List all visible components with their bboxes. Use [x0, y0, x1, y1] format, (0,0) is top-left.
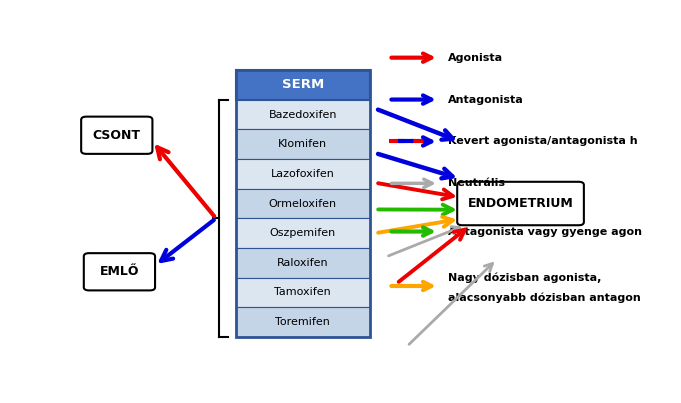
- Text: Bazedoxifen: Bazedoxifen: [268, 110, 337, 120]
- Text: CSONT: CSONT: [93, 129, 141, 142]
- Bar: [236, 100, 370, 129]
- Text: SERM: SERM: [282, 79, 324, 91]
- FancyBboxPatch shape: [84, 253, 155, 291]
- Text: Neutrális: Neutrális: [448, 179, 505, 188]
- Bar: [236, 70, 370, 337]
- Bar: [236, 278, 370, 307]
- Text: Ormeloxifen: Ormeloxifen: [269, 199, 337, 208]
- Text: Antagonista: Antagonista: [448, 95, 524, 104]
- Text: EMLŐ: EMLŐ: [99, 265, 139, 278]
- Text: Oszpemifen: Oszpemifen: [270, 228, 336, 238]
- Text: Klomifen: Klomifen: [279, 139, 328, 149]
- Bar: [236, 218, 370, 248]
- Text: ENDOMETRIUM: ENDOMETRIUM: [468, 197, 573, 210]
- Bar: [236, 307, 370, 337]
- FancyBboxPatch shape: [457, 182, 584, 225]
- Text: alacsonyabb dózisban antagon: alacsonyabb dózisban antagon: [448, 293, 641, 303]
- Text: Kevert agonista/antagonista h: Kevert agonista/antagonista h: [448, 137, 638, 146]
- Text: Tamoxifen: Tamoxifen: [274, 287, 331, 297]
- Bar: [236, 248, 370, 278]
- Bar: [236, 159, 370, 189]
- Bar: [236, 129, 370, 159]
- Text: Antagonista vagy gyenge agon: Antagonista vagy gyenge agon: [448, 226, 642, 237]
- Text: Agonista: Agonista: [448, 53, 503, 63]
- Bar: [236, 189, 370, 218]
- FancyBboxPatch shape: [81, 116, 153, 154]
- Bar: [236, 70, 370, 100]
- Text: Nagy dózisban agonista,: Nagy dózisban agonista,: [448, 273, 601, 283]
- Text: Raloxifen: Raloxifen: [277, 258, 329, 268]
- Text: Lazofoxifen: Lazofoxifen: [271, 169, 335, 179]
- Text: Toremifen: Toremifen: [275, 317, 330, 327]
